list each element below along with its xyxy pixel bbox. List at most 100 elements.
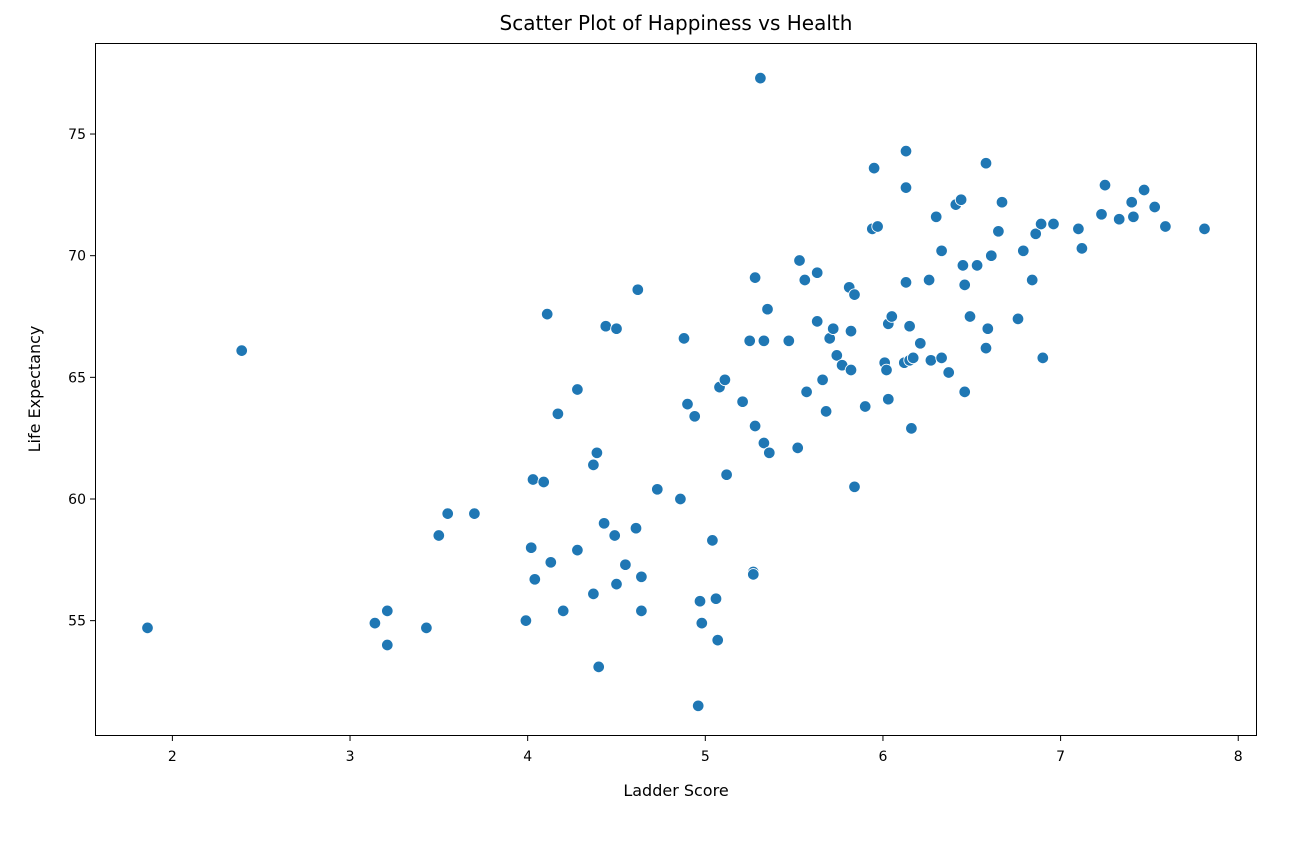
data-point-118 <box>1034 217 1048 231</box>
data-point-44 <box>711 633 724 647</box>
data-point-24 <box>597 517 611 530</box>
data-point-33 <box>635 604 648 618</box>
x-tick-label: 2 <box>168 749 177 765</box>
data-point-121 <box>1072 222 1085 236</box>
data-point-31 <box>631 283 645 296</box>
data-point-99 <box>935 351 948 365</box>
data-point-77 <box>858 400 872 413</box>
data-point-103 <box>956 259 970 272</box>
chart-title: Scatter Plot of Happiness vs Health <box>500 11 853 35</box>
data-point-5 <box>420 621 433 635</box>
data-point-93 <box>906 351 920 365</box>
data-point-82 <box>880 363 893 377</box>
data-point-73 <box>844 324 858 338</box>
y-tick-label: 65 <box>68 370 86 386</box>
data-point-88 <box>899 181 913 194</box>
data-point-57 <box>761 302 774 316</box>
y-tick-label: 70 <box>68 249 86 265</box>
data-point-59 <box>782 334 796 348</box>
data-point-32 <box>635 570 648 584</box>
data-point-96 <box>924 354 938 367</box>
data-point-30 <box>629 521 643 535</box>
data-point-125 <box>1112 212 1126 226</box>
y-axis-label: Life Expectancy <box>25 326 44 453</box>
data-point-39 <box>691 699 705 713</box>
x-axis: 2 3 4 5 6 7 8 <box>168 735 1243 765</box>
data-point-70 <box>830 349 844 362</box>
data-point-55 <box>757 436 771 450</box>
data-point-7 <box>441 507 454 520</box>
data-point-28 <box>610 577 623 591</box>
data-point-23 <box>592 660 605 674</box>
data-point-29 <box>619 558 632 571</box>
data-point-47 <box>720 468 733 481</box>
data-point-127 <box>1127 210 1140 224</box>
data-point-37 <box>681 397 694 411</box>
data-point-131 <box>1198 222 1211 236</box>
data-point-2 <box>368 616 382 630</box>
data-point-111 <box>985 249 998 262</box>
data-point-43 <box>709 592 723 605</box>
data-point-3 <box>381 604 394 618</box>
data-point-67 <box>819 405 833 418</box>
data-point-19 <box>571 383 584 396</box>
data-point-106 <box>963 310 977 323</box>
data-point-4 <box>381 638 394 652</box>
data-point-65 <box>810 315 824 328</box>
data-point-115 <box>1017 244 1030 258</box>
data-point-90 <box>903 319 916 333</box>
x-tick-label: 7 <box>1056 749 1065 765</box>
data-point-54 <box>754 71 767 85</box>
data-point-53 <box>748 419 762 433</box>
data-point-49 <box>743 334 756 348</box>
y-tick-label: 60 <box>68 492 86 508</box>
data-point-110 <box>981 322 995 335</box>
x-tick-label: 5 <box>701 749 710 765</box>
data-point-122 <box>1075 242 1089 255</box>
data-point-11 <box>526 473 540 486</box>
data-point-60 <box>791 441 804 455</box>
data-point-1 <box>235 344 248 357</box>
data-point-80 <box>871 220 884 233</box>
points-layer <box>141 71 1211 713</box>
data-point-6 <box>432 529 446 542</box>
data-point-102 <box>954 193 968 206</box>
data-point-89 <box>899 144 913 158</box>
data-point-25 <box>599 319 613 333</box>
data-point-8 <box>468 507 481 520</box>
data-point-66 <box>816 373 829 387</box>
data-point-58 <box>763 446 776 460</box>
data-point-56 <box>757 334 771 348</box>
x-tick-label: 4 <box>523 749 532 765</box>
data-point-98 <box>935 244 948 258</box>
data-point-74 <box>844 363 858 377</box>
data-point-117 <box>1029 227 1042 241</box>
plot-frame <box>95 43 1257 736</box>
data-point-104 <box>958 278 971 292</box>
data-point-0 <box>141 621 154 635</box>
data-point-42 <box>706 534 719 547</box>
data-point-76 <box>848 480 861 494</box>
data-point-95 <box>922 273 936 287</box>
data-point-41 <box>695 616 709 630</box>
data-point-114 <box>1011 312 1025 326</box>
data-point-62 <box>798 273 812 287</box>
data-point-15 <box>544 556 558 569</box>
data-point-9 <box>519 614 533 627</box>
data-point-38 <box>688 410 701 423</box>
data-point-107 <box>970 259 984 272</box>
y-tick-label: 55 <box>68 614 86 630</box>
x-tick-label: 3 <box>346 749 355 765</box>
data-point-48 <box>736 395 749 408</box>
data-point-100 <box>942 366 955 379</box>
data-point-17 <box>556 604 570 618</box>
data-point-120 <box>1047 217 1060 231</box>
data-point-79 <box>867 161 881 175</box>
data-point-87 <box>899 276 913 289</box>
data-point-63 <box>800 385 813 399</box>
data-point-16 <box>551 407 565 421</box>
data-point-10 <box>524 541 538 554</box>
y-tick-label: 75 <box>68 127 86 143</box>
data-point-69 <box>826 322 840 335</box>
